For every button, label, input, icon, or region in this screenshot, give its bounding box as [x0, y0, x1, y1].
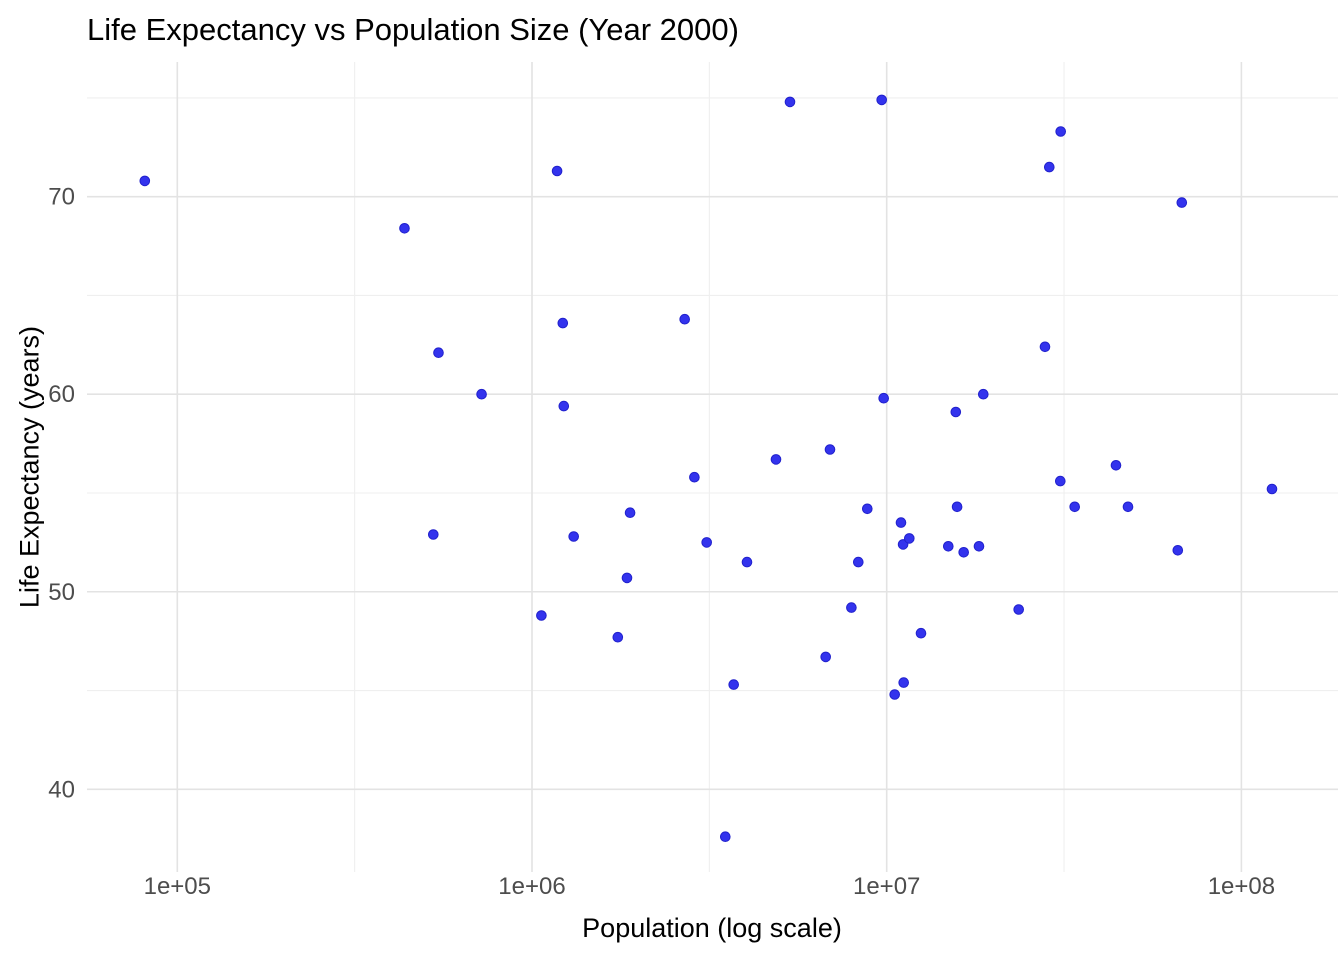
data-point — [889, 689, 901, 700]
data-point — [558, 400, 570, 412]
data-point — [820, 651, 832, 663]
data-point — [1039, 341, 1051, 353]
data-point — [399, 223, 410, 234]
x-tick-label: 1e+07 — [853, 873, 920, 900]
data-point — [476, 388, 487, 400]
data-point — [689, 471, 700, 483]
x-tick-label: 1e+05 — [144, 873, 211, 900]
data-point — [679, 313, 691, 325]
data-point — [1266, 483, 1278, 495]
y-tick-label: 60 — [48, 381, 75, 408]
data-point — [701, 537, 713, 548]
data-point — [950, 406, 962, 418]
data-point — [951, 501, 963, 513]
data-point — [846, 602, 857, 613]
data-point — [139, 175, 151, 187]
x-tick-label: 1e+08 — [1208, 873, 1275, 900]
y-tick-label: 40 — [48, 776, 75, 803]
y-tick-label: 70 — [48, 184, 75, 211]
data-point — [1176, 197, 1188, 208]
data-point — [551, 165, 563, 177]
data-point — [728, 679, 740, 690]
data-point — [862, 503, 873, 515]
data-point — [958, 547, 970, 558]
data-point — [898, 677, 910, 688]
data-point — [1044, 161, 1055, 173]
x-axis-title: Population (log scale) — [582, 913, 842, 943]
data-point — [853, 556, 864, 568]
data-point — [770, 454, 782, 465]
data-point — [973, 541, 985, 552]
data-point — [876, 94, 888, 106]
data-point — [824, 444, 836, 455]
data-point — [784, 96, 796, 108]
y-tick-label: 50 — [48, 579, 75, 606]
data-point — [624, 507, 636, 519]
data-point — [433, 347, 444, 359]
data-point — [1110, 460, 1122, 471]
data-point — [720, 831, 731, 843]
data-point — [612, 631, 624, 643]
data-point — [568, 531, 580, 542]
data-point — [915, 627, 927, 639]
data-point — [943, 541, 954, 552]
y-axis-title: Life Expectancy (years) — [14, 325, 45, 609]
data-point — [1069, 501, 1080, 513]
data-point — [904, 533, 915, 544]
data-point — [1055, 475, 1066, 487]
data-point — [1122, 501, 1134, 513]
plot-title: Life Expectancy vs Population Size (Year… — [87, 12, 739, 47]
x-tick-label: 1e+06 — [498, 873, 565, 900]
data-point — [557, 317, 569, 329]
data-point — [895, 517, 907, 528]
data-point — [878, 392, 890, 404]
data-point — [621, 572, 633, 584]
data-point — [978, 388, 989, 400]
data-point — [536, 610, 547, 621]
data-point — [1172, 545, 1184, 556]
data-point — [428, 529, 439, 540]
data-point — [1013, 604, 1025, 615]
data-point — [1055, 126, 1066, 137]
data-point — [741, 556, 753, 568]
